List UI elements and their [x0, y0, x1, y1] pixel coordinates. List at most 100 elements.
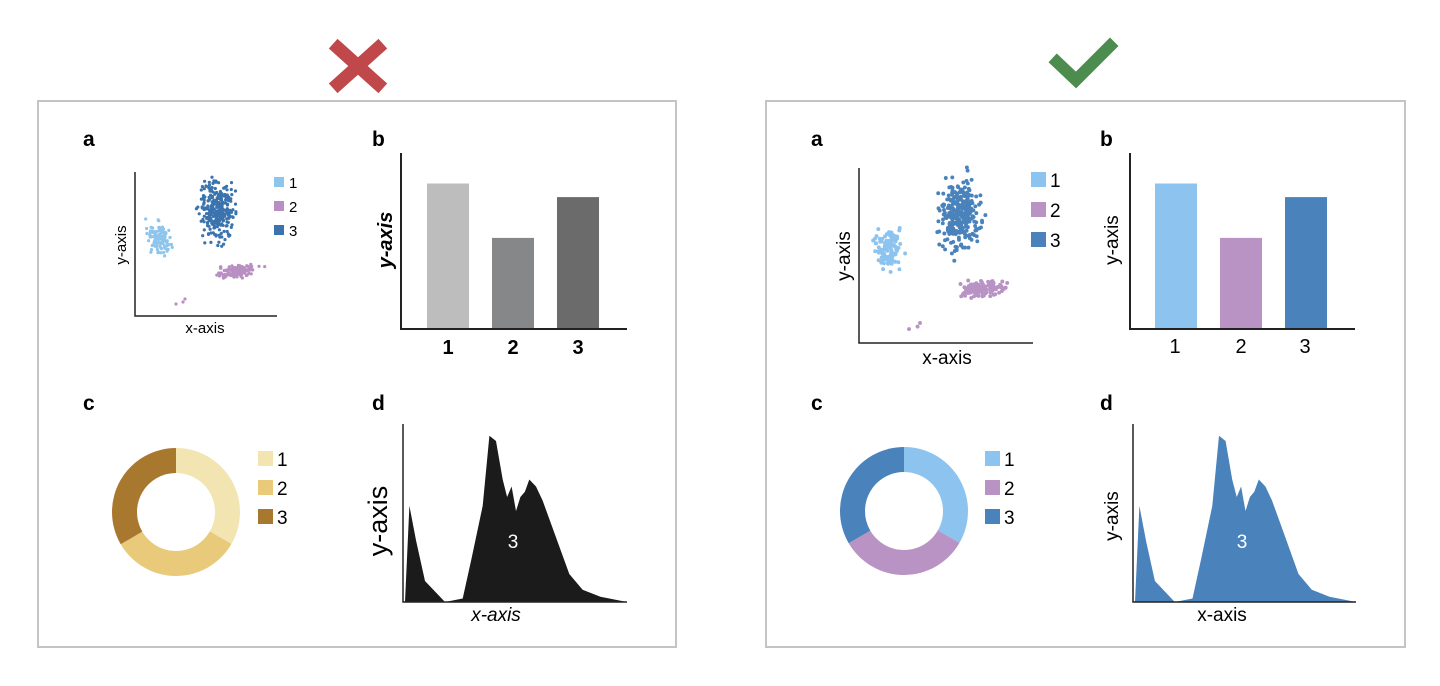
scatter-point — [208, 187, 212, 191]
bar-tick-2: 2 — [1235, 336, 1246, 358]
scatter-point — [158, 236, 162, 240]
scatter-point — [961, 180, 966, 185]
scatter-point — [231, 215, 235, 219]
scatter-y-label: y-axis — [113, 225, 130, 264]
scatter-point — [233, 202, 238, 206]
scatter-point — [885, 248, 890, 253]
scatter-point — [950, 185, 955, 190]
scatter-point — [208, 227, 212, 231]
scatter-point — [153, 232, 157, 236]
scatter-point — [236, 263, 240, 267]
donut-slice-3 — [112, 448, 176, 545]
scatter-point — [956, 212, 960, 217]
area-x-label: x-axis — [470, 605, 521, 626]
scatter-point — [216, 243, 220, 248]
bar-1 — [1155, 183, 1197, 328]
scatter-point — [949, 251, 954, 256]
incorrect-example-frame — [37, 100, 677, 648]
scatter-point — [896, 260, 901, 265]
scatter-point — [168, 235, 172, 240]
scatter-point — [234, 210, 238, 214]
scatter-point — [170, 245, 174, 249]
scatter-point — [155, 248, 159, 252]
scatter-point — [211, 220, 215, 224]
scatter-point — [974, 211, 979, 216]
scatter-point — [154, 236, 158, 240]
scatter-points — [871, 165, 1010, 331]
scatter-point — [145, 231, 149, 236]
scatter-point — [878, 239, 883, 244]
scatter-point — [225, 229, 229, 234]
scatter-point — [243, 271, 247, 275]
scatter-point — [967, 289, 972, 294]
donut-chart — [840, 447, 969, 575]
scatter-point — [226, 232, 230, 236]
scatter-point — [976, 293, 981, 298]
scatter-point — [163, 233, 167, 237]
scatter-point — [229, 199, 233, 203]
scatter-point — [907, 327, 911, 331]
scatter-point — [959, 209, 964, 214]
scatter-point — [1000, 279, 1005, 284]
scatter-point — [217, 181, 221, 185]
legend-swatch-3 — [1031, 232, 1046, 247]
scatter-point — [971, 283, 975, 288]
scatter-point — [218, 205, 222, 209]
bar-3 — [557, 197, 599, 328]
legend-swatch-3 — [985, 509, 1000, 524]
bar-tick-2: 2 — [507, 337, 518, 359]
legend-label-2: 2 — [1004, 479, 1015, 500]
scatter-point — [263, 265, 267, 269]
legend-swatch-2 — [274, 201, 284, 211]
scatter-point — [225, 207, 229, 211]
scatter-point — [160, 240, 164, 245]
legend-swatch-2 — [258, 480, 273, 495]
scatter-point — [947, 222, 952, 227]
scatter-point — [882, 244, 887, 249]
scatter-point — [894, 247, 899, 252]
scatter-point — [205, 212, 209, 216]
scatter-point — [233, 189, 238, 193]
scatter-point — [883, 234, 887, 239]
scatter-point — [974, 283, 978, 288]
donut-slice-1 — [176, 448, 240, 544]
scatter-point — [160, 230, 164, 235]
scatter-point — [961, 190, 966, 195]
scatter-point — [166, 247, 170, 251]
scatter-point — [151, 226, 155, 230]
scatter-point — [941, 212, 946, 217]
scatter-point — [951, 220, 956, 225]
bar-tick-3: 3 — [1299, 336, 1310, 358]
scatter-point — [211, 210, 215, 214]
scatter-point — [219, 265, 223, 269]
scatter-point — [225, 188, 229, 192]
bar-group — [1155, 183, 1327, 328]
scatter-point — [150, 229, 155, 233]
scatter-point — [220, 244, 224, 248]
scatter-point — [951, 239, 956, 244]
scatter-point — [962, 229, 967, 234]
scatter-point — [950, 192, 955, 197]
scatter-point — [967, 219, 972, 224]
scatter-point — [963, 286, 968, 291]
scatter-point — [231, 208, 235, 212]
scatter-point — [217, 218, 221, 223]
scatter-point — [954, 191, 959, 196]
area-series-label: 3 — [508, 532, 519, 553]
scatter-point — [219, 211, 223, 216]
scatter-point — [174, 302, 178, 306]
legend-label-3: 3 — [1050, 231, 1061, 252]
scatter-point — [972, 286, 977, 291]
legend-label-3: 3 — [1004, 508, 1015, 529]
bar-axes — [400, 153, 627, 330]
scatter-point — [971, 208, 976, 213]
scatter-points — [144, 175, 267, 306]
legend-label-1: 1 — [1004, 450, 1015, 471]
scatter-point — [889, 261, 894, 266]
scatter-point — [964, 178, 969, 183]
scatter-point — [213, 192, 217, 196]
scatter-point — [163, 238, 167, 243]
scatter-point — [163, 254, 167, 258]
scatter-point — [965, 190, 970, 195]
scatter-point — [147, 239, 151, 243]
